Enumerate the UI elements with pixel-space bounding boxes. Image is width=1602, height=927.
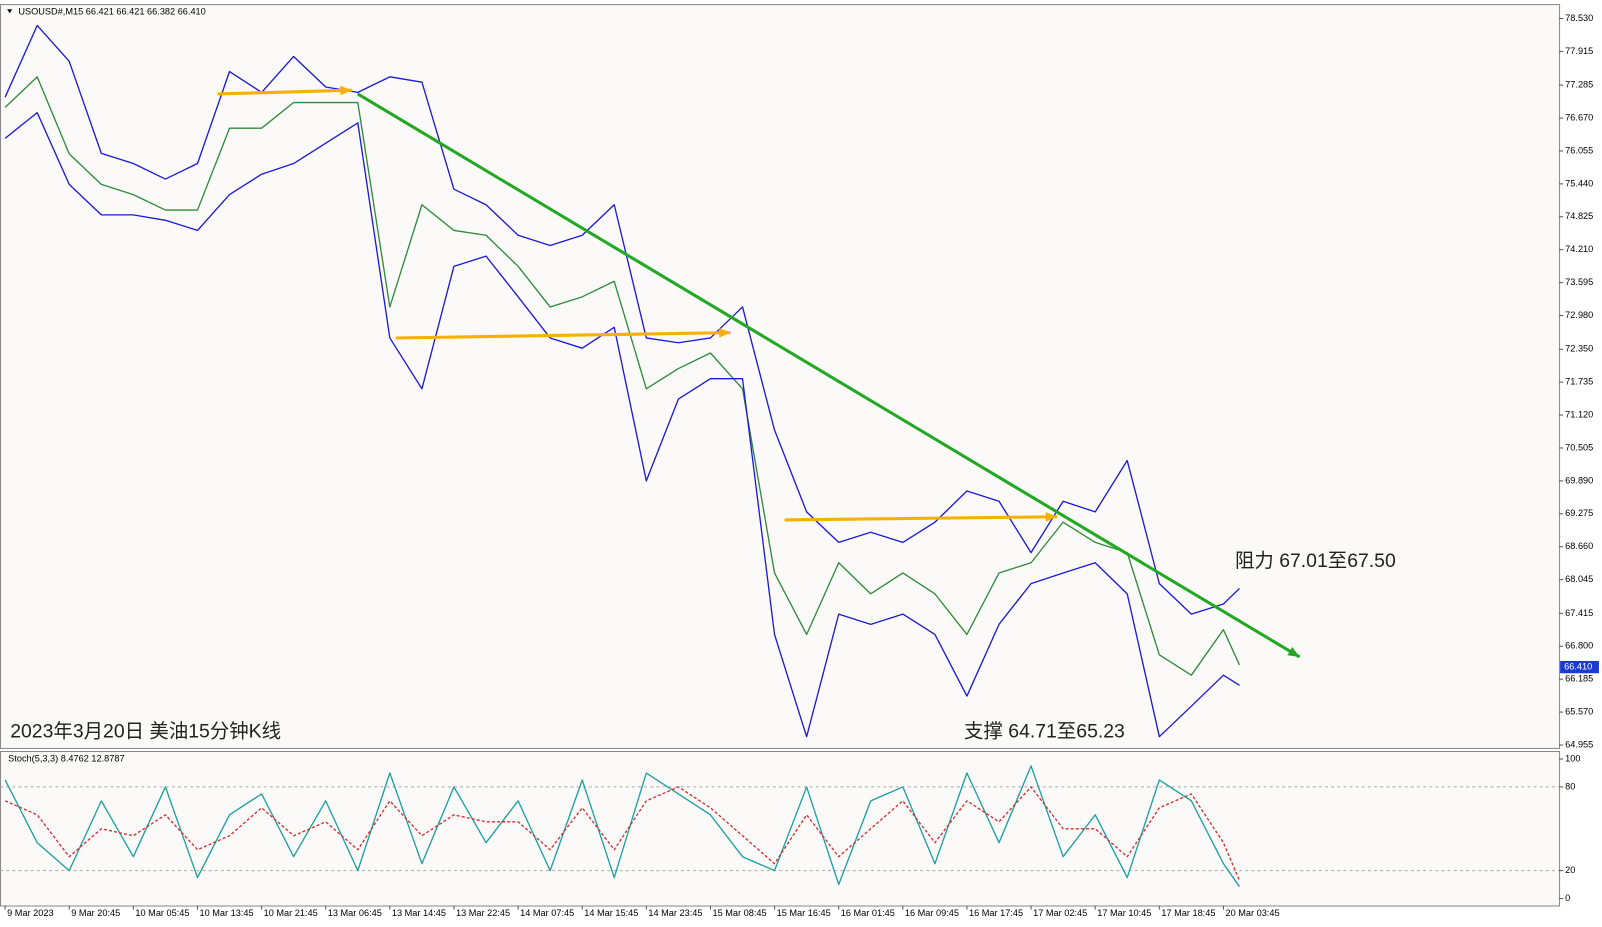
y-tick-label: 77.285: [1565, 80, 1593, 90]
y-tick-label: 75.440: [1565, 178, 1593, 188]
collapse-icon: [7, 9, 13, 14]
y-tick-label: 77.915: [1565, 46, 1593, 56]
stoch-panel: [0, 751, 1561, 907]
y-tick-label: 74.210: [1565, 244, 1593, 254]
price-panel: [0, 4, 1561, 749]
x-tick-label: 17 Mar 10:45: [1097, 908, 1151, 918]
trend-arrow: [1287, 647, 1300, 657]
x-tick-label: 15 Mar 16:45: [777, 908, 831, 918]
y-tick-label: 76.670: [1565, 112, 1593, 122]
y-tick-label: 66.800: [1565, 641, 1593, 651]
trend-line: [356, 92, 1301, 659]
x-tick-label: 13 Mar 14:45: [392, 908, 446, 918]
x-tick-label: 16 Mar 17:45: [969, 908, 1023, 918]
trend-line: [784, 515, 1058, 522]
annotation: 阻力 67.01至67.50: [1235, 550, 1396, 572]
y-tick-label: 67.415: [1565, 608, 1593, 618]
series-line: [4, 786, 1241, 881]
y-tick-label: 66.185: [1565, 674, 1593, 684]
y-tick-label: 74.825: [1565, 211, 1593, 221]
trend-arrow: [340, 85, 352, 96]
x-tick-label: 17 Mar 02:45: [1033, 908, 1087, 918]
x-tick-label: 14 Mar 23:45: [648, 908, 702, 918]
x-tick-label: 20 Mar 03:45: [1225, 908, 1279, 918]
y-tick-label: 78.530: [1565, 13, 1593, 23]
series-line: [4, 24, 1240, 615]
x-tick-label: 16 Mar 09:45: [905, 908, 959, 918]
x-tick-label: 15 Mar 08:45: [712, 908, 766, 918]
x-tick-label: 9 Mar 20:45: [71, 908, 120, 918]
y-tick-label: 20: [1565, 865, 1575, 875]
y-tick-label: 76.055: [1565, 145, 1593, 155]
last-price-box: [1560, 660, 1599, 674]
trend-line: [217, 88, 352, 96]
y-tick-label: 71.735: [1565, 377, 1593, 387]
y-tick-label: 68.660: [1565, 541, 1593, 551]
y-tick-label: 64.955: [1565, 739, 1593, 749]
y-tick-label: 65.570: [1565, 707, 1593, 717]
x-tick-label: 10 Mar 13:45: [200, 908, 254, 918]
series-line: [4, 765, 1241, 888]
x-tick-label: 14 Mar 07:45: [520, 908, 574, 918]
stoch-title: Stoch(5,3,3) 8.4762 12.8787: [8, 754, 124, 764]
last-price-label: 66.410: [1564, 662, 1592, 672]
y-tick-label: 69.275: [1565, 508, 1593, 518]
symbol-header: USOUSD#,M15 66.421 66.421 66.382 66.410: [18, 7, 205, 17]
y-tick-label: 71.120: [1565, 409, 1593, 419]
x-tick-label: 16 Mar 01:45: [841, 908, 895, 918]
trend-line: [395, 331, 731, 340]
trend-arrow: [1045, 512, 1058, 522]
x-tick-label: 9 Mar 2023: [7, 908, 53, 918]
y-tick-label: 72.980: [1565, 310, 1593, 320]
x-tick-label: 13 Mar 22:45: [456, 908, 510, 918]
y-tick-label: 68.045: [1565, 574, 1593, 584]
series-line: [4, 111, 1240, 738]
y-tick-label: 70.505: [1565, 442, 1593, 452]
x-tick-label: 17 Mar 18:45: [1161, 908, 1215, 918]
y-tick-label: 69.890: [1565, 475, 1593, 485]
y-tick-label: 72.350: [1565, 344, 1593, 354]
trend-arrow: [719, 328, 731, 338]
x-tick-label: 10 Mar 05:45: [135, 908, 189, 918]
x-tick-label: 10 Mar 21:45: [264, 908, 318, 918]
y-tick-label: 73.595: [1565, 277, 1593, 287]
annotation: 2023年3月20日 美油15分钟K线: [10, 721, 281, 743]
y-tick-label: 80: [1565, 781, 1575, 791]
y-tick-label: 0: [1565, 893, 1570, 903]
x-tick-label: 13 Mar 06:45: [328, 908, 382, 918]
x-tick-label: 14 Mar 15:45: [584, 908, 638, 918]
annotation: 支撑 64.71至65.23: [964, 721, 1125, 743]
y-tick-label: 100: [1565, 753, 1580, 763]
